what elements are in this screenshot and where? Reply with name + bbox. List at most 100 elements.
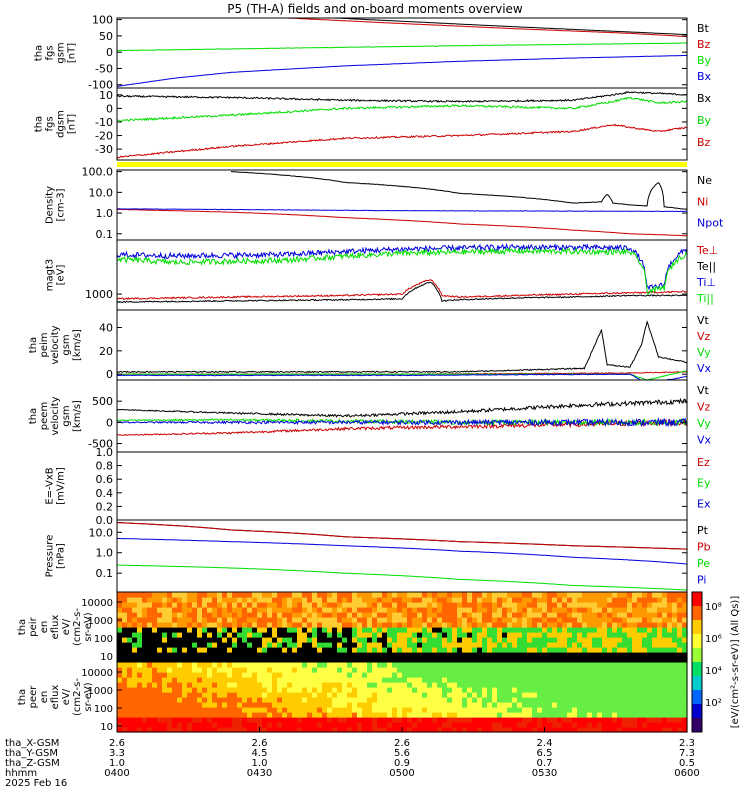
spectrogram-cell	[387, 642, 393, 648]
spectrogram-cell	[232, 702, 238, 708]
spectrogram-cell	[462, 647, 468, 653]
spectrogram-cell	[202, 687, 208, 693]
spectrogram-cell	[322, 697, 328, 703]
spectrogram-cell	[372, 592, 378, 598]
spectrogram-cell	[227, 632, 233, 638]
spectrogram-cell	[232, 712, 238, 718]
spectrogram-cell	[177, 722, 183, 728]
spectrogram-cell	[597, 657, 603, 663]
spectrogram-cell	[417, 722, 423, 728]
spectrogram-cell	[317, 707, 323, 713]
spectrogram-cell	[212, 607, 218, 613]
spectrogram-cell	[597, 612, 603, 618]
spectrogram-cell	[172, 702, 178, 708]
spectrogram-cell	[472, 667, 478, 673]
spectrogram-cell	[172, 662, 178, 668]
spectrogram-cell	[462, 597, 468, 603]
spectrogram-cell	[602, 632, 608, 638]
spectrogram-cell	[547, 667, 553, 673]
spectrogram-cell	[117, 727, 123, 733]
spectrogram-cell	[382, 707, 388, 713]
legend-magt3-Te⊥: Te⊥	[696, 244, 718, 257]
spectrogram-cell	[332, 597, 338, 603]
spectrogram-cell	[567, 592, 573, 598]
spectrogram-cell	[582, 597, 588, 603]
spectrogram-cell	[312, 662, 318, 668]
spectrogram-cell	[292, 692, 298, 698]
spectrogram-cell	[252, 617, 258, 623]
spectrogram-cell	[607, 652, 613, 658]
spectrogram-cell	[547, 597, 553, 603]
spectrogram-cell	[172, 707, 178, 713]
spectrogram-cell	[547, 662, 553, 668]
spectrogram-cell	[147, 677, 153, 683]
spectrogram-cell	[132, 592, 138, 598]
spectrogram-cell	[207, 612, 213, 618]
spectrogram-cell	[347, 657, 353, 663]
spectrogram-cell	[472, 712, 478, 718]
spectrogram-cell	[327, 592, 333, 598]
spectrogram-cell	[162, 707, 168, 713]
spectrogram-cell	[522, 622, 528, 628]
spectrogram-cell	[492, 622, 498, 628]
spectrogram-cell	[332, 642, 338, 648]
spectrogram-cell	[267, 712, 273, 718]
spectrogram-cell	[307, 682, 313, 688]
spectrogram-cell	[257, 637, 263, 643]
spectrogram-cell	[387, 652, 393, 658]
spectrogram-cell	[167, 607, 173, 613]
spectrogram-cell	[287, 652, 293, 658]
spectrogram-cell	[142, 642, 148, 648]
spectrogram-cell	[357, 667, 363, 673]
spectrogram-cell	[597, 667, 603, 673]
spectrogram-cell	[557, 622, 563, 628]
spectrogram-cell	[267, 677, 273, 683]
spectrogram-cell	[467, 687, 473, 693]
ylabel-fgs_dgsm: fgs	[45, 116, 56, 131]
spectrogram-cell	[317, 687, 323, 693]
spectrogram-cell	[567, 652, 573, 658]
spectrogram-cell	[257, 592, 263, 598]
spectrogram-cell	[672, 697, 678, 703]
spectrogram-cell	[657, 617, 663, 623]
spectrogram-cell	[457, 677, 463, 683]
spectrogram-cell	[642, 717, 648, 723]
spectrogram-cell	[547, 622, 553, 628]
spectrogram-cell	[582, 632, 588, 638]
spectrogram-cell	[117, 592, 123, 598]
spectrogram-cell	[427, 707, 433, 713]
spectrogram-cell	[592, 707, 598, 713]
spectrogram-cell	[362, 682, 368, 688]
spectrogram-cell	[477, 702, 483, 708]
spectrogram-cell	[517, 642, 523, 648]
spectrogram-cell	[322, 617, 328, 623]
spectrogram-cell	[577, 692, 583, 698]
spectrogram-cell	[682, 617, 688, 623]
spectrogram-cell	[302, 627, 308, 633]
spectrogram-cell	[557, 637, 563, 643]
spectrogram-cell	[202, 672, 208, 678]
spectrogram-cell	[217, 667, 223, 673]
spectrogram-cell	[537, 682, 543, 688]
spectrogram-cell	[652, 722, 658, 728]
spectrogram-cell	[197, 642, 203, 648]
spectrogram-cell	[362, 727, 368, 733]
spectrogram-cell	[557, 607, 563, 613]
spectrogram-cell	[487, 657, 493, 663]
spectrogram-cell	[222, 717, 228, 723]
spectrogram-cell	[512, 647, 518, 653]
spectrogram-cell	[147, 607, 153, 613]
spectrogram-cell	[452, 677, 458, 683]
spectrogram-cell	[267, 617, 273, 623]
ylabel-fgs_dgsm: [nT]	[67, 114, 78, 134]
spectrogram-cell	[367, 647, 373, 653]
spectrogram-cell	[207, 692, 213, 698]
spectrogram-cell	[277, 692, 283, 698]
spectrogram-cell	[412, 707, 418, 713]
spectrogram-cell	[527, 602, 533, 608]
spectrogram-cell	[227, 672, 233, 678]
spectrogram-cell	[352, 597, 358, 603]
spectrogram-cell	[292, 662, 298, 668]
spectrogram-cell	[602, 612, 608, 618]
spectrogram-cell	[457, 717, 463, 723]
